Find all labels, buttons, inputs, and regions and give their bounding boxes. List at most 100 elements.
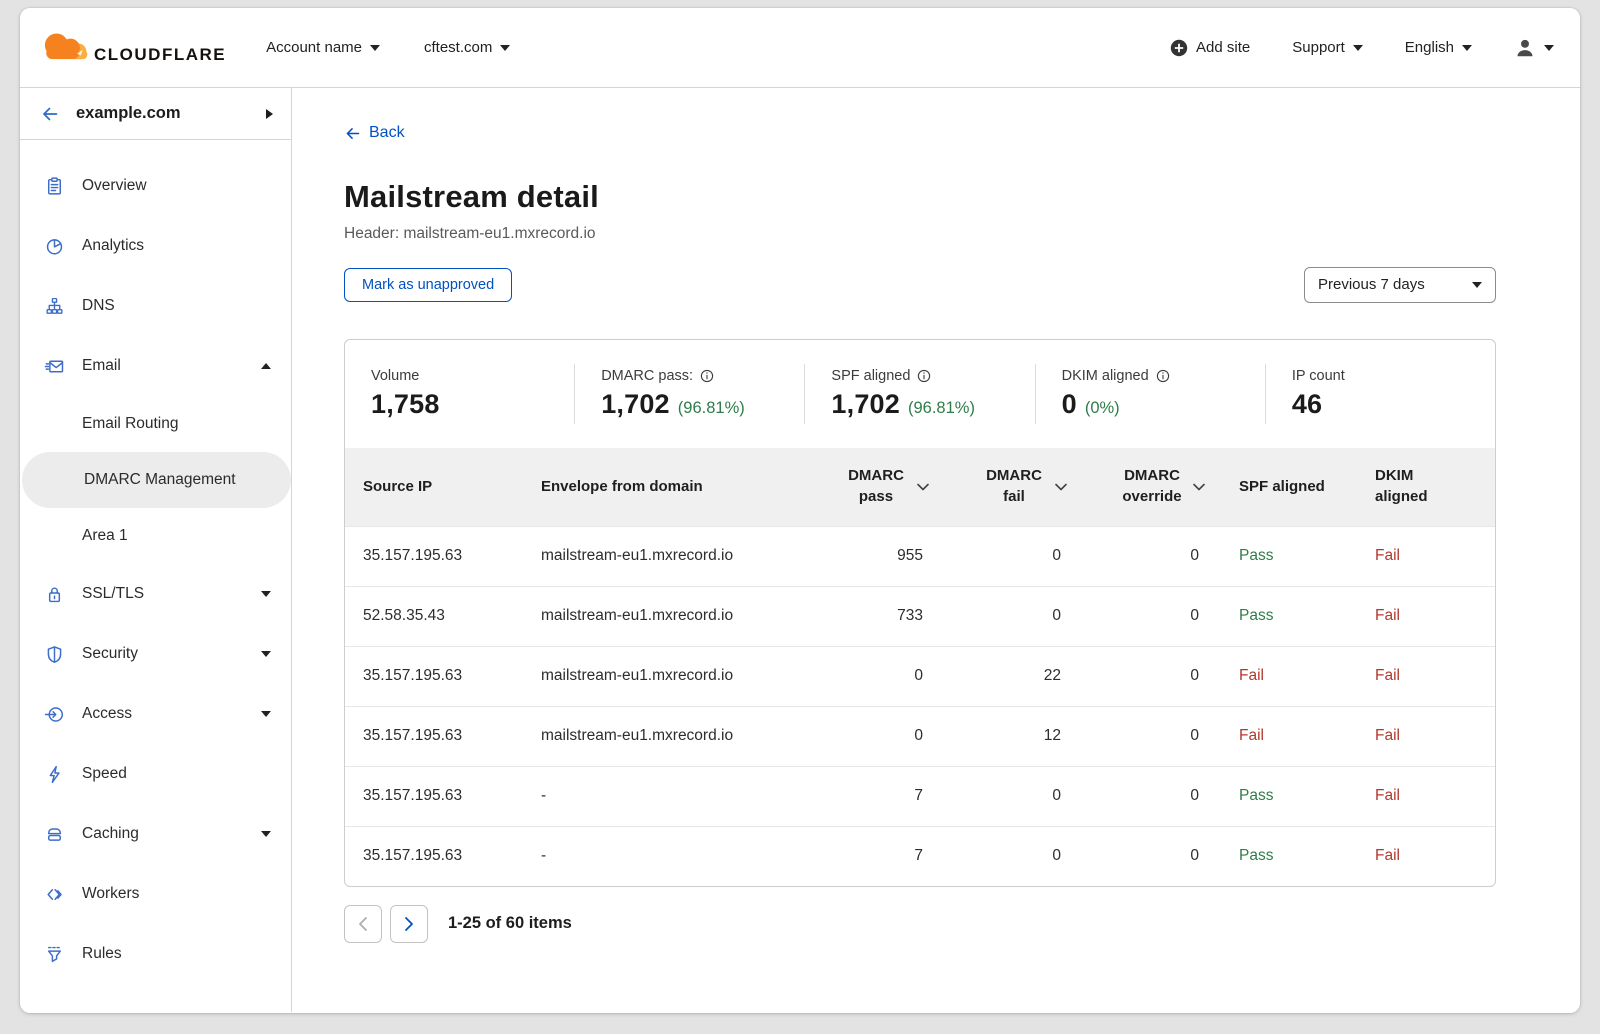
sort-chevron-icon	[1055, 483, 1067, 491]
table-header: Source IP Envelope from domain DMARC pas…	[345, 448, 1495, 526]
app-window: CLOUDFLARE Account name cftest.com Ad	[20, 8, 1580, 1013]
page-subtitle: Header: mailstream-eu1.mxrecord.io	[344, 225, 1496, 243]
user-menu[interactable]	[1514, 37, 1554, 59]
next-page-button[interactable]	[390, 905, 428, 943]
sidebar-item-area-1[interactable]: Area 1	[20, 508, 291, 564]
sidebar-item-email-routing[interactable]: Email Routing	[20, 396, 291, 452]
column-header-dmarc-override[interactable]: DMARC override	[1073, 466, 1211, 507]
cell-envelope: mailstream-eu1.mxrecord.io	[525, 667, 803, 685]
cell-envelope: mailstream-eu1.mxrecord.io	[525, 727, 803, 745]
cell-dmarc-override: 0	[1073, 607, 1211, 625]
back-arrow-icon	[344, 125, 361, 142]
chevron-down-icon	[500, 45, 510, 51]
support-menu[interactable]: Support	[1292, 39, 1363, 56]
pagination-summary: 1-25 of 60 items	[448, 914, 572, 933]
chevron-down-icon	[1544, 45, 1554, 51]
cell-source-ip: 35.157.195.63	[345, 727, 525, 745]
stat-dkim-aligned: DKIM aligned 0 (0%)	[1035, 364, 1265, 424]
page-title: Mailstream detail	[344, 179, 1496, 215]
cell-dmarc-pass: 7	[803, 787, 935, 805]
date-range-select[interactable]: Previous 7 days	[1304, 267, 1496, 303]
chevron-down-icon	[261, 651, 271, 657]
sidebar-item-label: Analytics	[82, 237, 271, 255]
info-icon[interactable]	[917, 369, 931, 383]
table-row: 35.157.195.63 mailstream-eu1.mxrecord.io…	[345, 706, 1495, 766]
sort-chevron-icon	[1193, 483, 1205, 491]
account-menu[interactable]: Account name	[266, 39, 380, 56]
info-icon[interactable]	[700, 369, 714, 383]
cell-dmarc-pass: 733	[803, 607, 935, 625]
sidebar-item-rules[interactable]: Rules	[20, 924, 291, 984]
email-icon	[44, 355, 66, 377]
pie-chart-icon	[44, 235, 66, 257]
funnel-icon	[44, 943, 66, 965]
pagination: 1-25 of 60 items	[344, 905, 1496, 943]
add-site-button[interactable]: Add site	[1170, 39, 1250, 57]
stat-label: Volume	[371, 368, 419, 384]
site-header: example.com	[20, 88, 291, 140]
cell-dkim-aligned: Fail	[1361, 607, 1495, 625]
sidebar-item-ssl-tls[interactable]: SSL/TLS	[20, 564, 291, 624]
stat-value: 1,702	[831, 389, 900, 420]
cell-envelope: mailstream-eu1.mxrecord.io	[525, 607, 803, 625]
bolt-icon	[44, 763, 66, 785]
layers-icon	[44, 823, 66, 845]
sidebar-item-security[interactable]: Security	[20, 624, 291, 684]
date-range-value: Previous 7 days	[1318, 276, 1425, 293]
sidebar-item-dmarc-management[interactable]: DMARC Management	[22, 452, 291, 508]
cell-dmarc-override: 0	[1073, 787, 1211, 805]
top-navigation: CLOUDFLARE Account name cftest.com Ad	[20, 8, 1580, 88]
sidebar-item-caching[interactable]: Caching	[20, 804, 291, 864]
language-menu[interactable]: English	[1405, 39, 1472, 56]
sidebar-item-label: Email Routing	[82, 415, 179, 433]
shield-icon	[44, 643, 66, 665]
column-header-dmarc-pass[interactable]: DMARC pass	[803, 466, 935, 507]
cloudflare-logo[interactable]: CLOUDFLARE	[36, 29, 226, 67]
sidebar-item-analytics[interactable]: Analytics	[20, 216, 291, 276]
sidebar-item-workers[interactable]: Workers	[20, 864, 291, 924]
cell-dmarc-override: 0	[1073, 847, 1211, 865]
stat-label: DKIM aligned	[1062, 368, 1149, 384]
back-link[interactable]: Back	[344, 124, 405, 142]
sidebar-item-label: Speed	[82, 765, 271, 783]
stat-percent: (0%)	[1085, 399, 1120, 418]
sidebar-item-overview[interactable]: Overview	[20, 156, 291, 216]
stats-row: Volume 1,758 DMARC pass:	[345, 340, 1495, 448]
sidebar-item-access[interactable]: Access	[20, 684, 291, 744]
sidebar-item-dns[interactable]: DNS	[20, 276, 291, 336]
cell-dmarc-override: 0	[1073, 727, 1211, 745]
sidebar-item-label: Security	[82, 645, 261, 663]
table-row: 35.157.195.63 mailstream-eu1.mxrecord.io…	[345, 526, 1495, 586]
cell-envelope: -	[525, 787, 803, 805]
stat-value: 0	[1062, 389, 1077, 420]
brackets-icon	[44, 883, 66, 905]
user-icon	[1514, 37, 1536, 59]
sidebar-item-label: Area 1	[82, 527, 128, 545]
mark-unapproved-button[interactable]: Mark as unapproved	[344, 268, 512, 302]
cell-dkim-aligned: Fail	[1361, 847, 1495, 865]
sidebar-item-label: Caching	[82, 825, 261, 843]
sidebar-nav: Overview Analytics	[20, 140, 291, 984]
cell-dkim-aligned: Fail	[1361, 547, 1495, 565]
site-menu[interactable]: cftest.com	[424, 39, 510, 56]
chevron-right-icon[interactable]	[266, 109, 273, 119]
sidebar-item-speed[interactable]: Speed	[20, 744, 291, 804]
cell-dmarc-pass: 7	[803, 847, 935, 865]
dns-icon	[44, 295, 66, 317]
cell-source-ip: 35.157.195.63	[345, 847, 525, 865]
column-header-envelope: Envelope from domain	[525, 478, 803, 495]
info-icon[interactable]	[1156, 369, 1170, 383]
access-icon	[44, 703, 66, 725]
stat-value: 46	[1292, 389, 1322, 420]
cell-dmarc-override: 0	[1073, 547, 1211, 565]
previous-page-button[interactable]	[344, 905, 382, 943]
chevron-down-icon	[1472, 282, 1482, 288]
cell-source-ip: 35.157.195.63	[345, 667, 525, 685]
column-header-dmarc-fail[interactable]: DMARC fail	[935, 466, 1073, 507]
add-site-label: Add site	[1196, 39, 1250, 56]
chevron-down-icon	[1353, 45, 1363, 51]
sidebar-item-email[interactable]: Email	[20, 336, 291, 396]
stat-dmarc-pass: DMARC pass: 1,702 (96.81%)	[574, 364, 804, 424]
cell-dmarc-fail: 22	[935, 667, 1073, 685]
back-arrow-icon[interactable]	[40, 104, 60, 124]
